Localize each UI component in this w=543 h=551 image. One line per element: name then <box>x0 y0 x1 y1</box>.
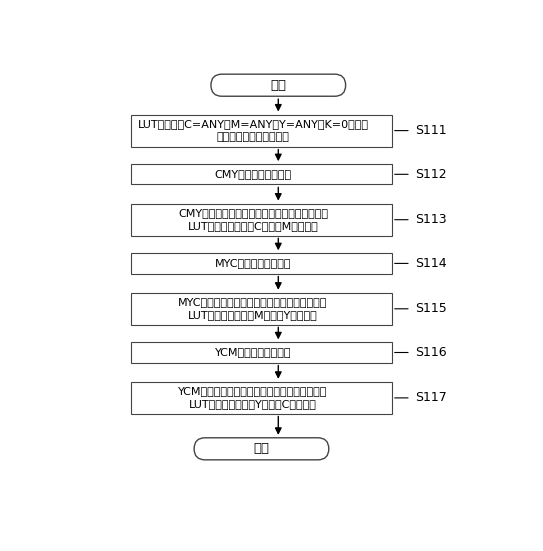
Text: YCM平均値処理で算出された平均値に基づいて
LUTの出カデータのY値及びC値を更新: YCM平均値処理で算出された平均値に基づいて LUTの出カデータのY値及びC値を… <box>178 386 328 409</box>
Text: S112: S112 <box>415 168 447 181</box>
Bar <box>131 342 392 363</box>
Text: S117: S117 <box>415 391 447 404</box>
Bar <box>131 382 392 414</box>
Text: MYC平均値処理で算出された平均値に基づいて
LUTの出カデータのM値及びY値を更新: MYC平均値処理で算出された平均値に基づいて LUTの出カデータのM値及びY値を… <box>178 297 328 320</box>
Bar <box>131 164 392 185</box>
Text: 終了: 終了 <box>254 442 269 455</box>
Text: MYC平均値処理を実行: MYC平均値処理を実行 <box>215 258 291 268</box>
Text: LUTにおけるC=ANY、M=ANY、Y=ANY、K=0である
データを処理対象に設定: LUTにおけるC=ANY、M=ANY、Y=ANY、K=0である データを処理対象… <box>137 119 369 142</box>
Text: YCM平均値処理を実行: YCM平均値処理を実行 <box>215 348 291 358</box>
Bar <box>131 253 392 274</box>
Text: S111: S111 <box>415 124 447 137</box>
Text: CMY平均値処理で算出された平均値に基づいて
LUTの出カデータのC値及びM値を更新: CMY平均値処理で算出された平均値に基づいて LUTの出カデータのC値及びM値を… <box>178 208 328 231</box>
Bar <box>131 293 392 325</box>
Text: S116: S116 <box>415 346 447 359</box>
Text: S113: S113 <box>415 213 447 226</box>
FancyBboxPatch shape <box>194 438 329 460</box>
FancyBboxPatch shape <box>211 74 345 96</box>
Text: 開始: 開始 <box>270 79 286 91</box>
Text: S115: S115 <box>415 302 447 315</box>
Bar <box>131 115 392 147</box>
Text: S114: S114 <box>415 257 447 270</box>
Bar <box>131 204 392 236</box>
Text: CMY平均値処理を実行: CMY平均値処理を実行 <box>214 169 292 179</box>
